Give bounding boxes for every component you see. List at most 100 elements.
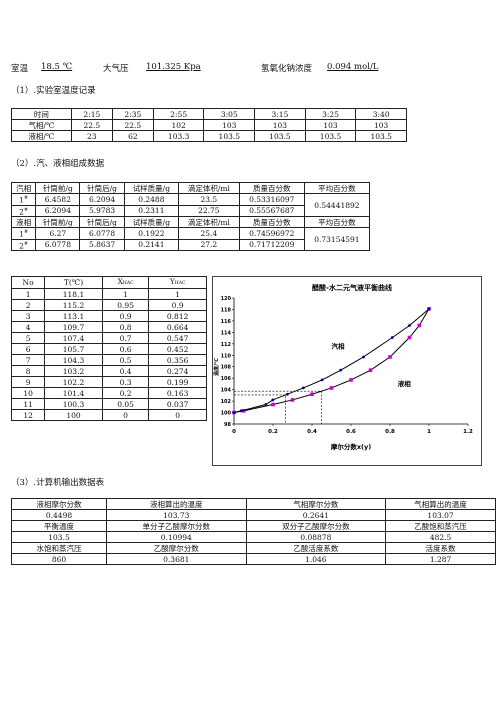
output-table-body: 液相摩尔分数 液相算出的温度 气相摩尔分数 气相算出的温度 0.4498 103.73 0.… — [10, 498, 496, 565]
table-row: 气相/℃ 22.5 22.5 102 103 103 103 103 — [11, 119, 407, 131]
sample-label: 1# — [10, 193, 37, 206]
table-cell: 水饱和蒸汽压 — [10, 542, 108, 554]
table-cell: 0.3 — [101, 376, 150, 388]
table-cell: 5 — [10, 332, 46, 344]
table-cell: 6.27 — [35, 227, 81, 240]
chart-title: 醋酸-水二元气液平衡曲线 — [312, 283, 392, 292]
table-cell: 6.0778 — [79, 227, 125, 240]
liquid-label: 液相 — [398, 379, 412, 388]
table-cell: 860 — [10, 553, 108, 565]
table-cell: 104.3 — [44, 354, 103, 366]
table-cell: 4 — [10, 321, 46, 333]
table-row: 860 0.3681 1.046 1.287 — [10, 553, 496, 565]
liquid-point — [239, 409, 243, 413]
header-cell: 针筒前/g — [35, 182, 81, 194]
table-cell: 8 — [10, 365, 46, 377]
table-cell: 12 — [10, 409, 46, 421]
table-cell: 0.5 — [101, 354, 150, 366]
table-cell: 6.2094 — [79, 193, 125, 206]
y-tick-label: 108 — [221, 365, 232, 371]
liquid-point — [427, 307, 431, 311]
composition-table-body: 汽相 针筒前/g 针筒后/g 试样质量/g 滴定体积/ml 质量百分数 平均百分数 1# 6.4… — [10, 182, 371, 251]
liquid-point — [362, 355, 365, 359]
table-cell: 103.5 — [304, 130, 357, 142]
room-temp-label: 室温 — [11, 64, 29, 74]
table-cell: 2 — [10, 299, 46, 311]
table-cell: 3:25 — [304, 108, 357, 120]
table-cell: 液相摩尔分数 — [10, 498, 108, 510]
table-cell: 0 — [101, 409, 150, 421]
x-tick-label: 0.4 — [307, 429, 317, 435]
vapor-point — [271, 402, 275, 407]
table-cell: 1 — [10, 288, 46, 300]
table-row: 2# 6.2094 5.9783 0.2311 22.75 0.55567687 — [10, 204, 370, 217]
x-tick-label: 0.2 — [268, 429, 278, 435]
header-y-symbol: Y — [169, 277, 175, 286]
table-row: 0.4498 103.73 0.2641 103.07 — [10, 509, 496, 521]
sample-label: 1# — [10, 227, 37, 240]
table-cell: 6 — [10, 343, 46, 355]
table-cell: 27.2 — [178, 238, 240, 251]
table-row: 8 103.2 0.4 0.274 — [10, 365, 207, 377]
table-cell: 107.4 — [44, 332, 103, 344]
vapor-label: 汽相 — [332, 341, 346, 350]
average-cell: 0.54441892 — [303, 193, 371, 217]
table-cell: 0.163 — [148, 387, 207, 399]
y-tick-label: 116 — [221, 319, 232, 325]
table-cell: 10 — [10, 387, 46, 399]
table-cell: 0.452 — [148, 343, 207, 355]
table-row: 1# 6.27 6.0778 0.1922 25.4 0.74596972 0.731545… — [10, 227, 371, 251]
table-header-row: 液相 针筒前/g 针筒后/g 试样质量/g 滴定体积/ml 质量百分数 平均百分数 — [10, 216, 371, 228]
table-cell: 103 — [254, 119, 306, 131]
table-cell: 时间 — [11, 108, 72, 120]
table-row: 5 107.4 0.7 0.547 — [10, 332, 207, 344]
table-cell: 6.4582 — [35, 193, 81, 206]
table-row: 水饱和蒸汽压 乙酸摩尔分数 乙酸活度系数 活度系数 — [10, 542, 496, 554]
vapor-point — [310, 392, 314, 397]
liquid-point — [264, 403, 268, 406]
table-cell: 0.9 — [101, 310, 150, 322]
header-cell: 针筒前/g — [35, 216, 81, 228]
table-cell: 乙酸饱和蒸汽压 — [385, 520, 496, 532]
table-cell: 液相算出的温度 — [106, 498, 247, 510]
table-cell: 103.5 — [355, 130, 407, 142]
table-cell: 3 — [10, 310, 46, 322]
vapor-point — [290, 398, 295, 402]
table-cell: 0.3681 — [106, 553, 247, 565]
vapor-point — [329, 386, 334, 390]
table-cell: 22.75 — [178, 204, 240, 217]
table-row: 2# 6.0778 5.8637 0.2141 27.2 0.71712209 — [10, 238, 370, 251]
table-cell: 101.4 — [44, 387, 103, 399]
table-cell: 0.812 — [148, 310, 207, 322]
sample-mark: # — [23, 195, 29, 201]
y-tick-label: 100 — [221, 411, 232, 417]
vapor-point — [349, 378, 353, 382]
table-cell: 乙酸摩尔分数 — [106, 542, 247, 554]
table-cell: 3:15 — [254, 108, 306, 120]
x-tick-label: 0.6 — [346, 429, 356, 435]
table-cell: 25.4 — [178, 227, 240, 240]
x-tick-label: 1.2 — [463, 429, 473, 435]
vle-chart: 醋酸-水二元气液平衡曲线 0 0.2 0.4 0.6 0.8 1 1.2 98 100 102 10… — [212, 276, 482, 466]
header-cell: 平均百分数 — [303, 216, 371, 228]
table-row: 时间 2:15 2:35 2:55 3:05 3:15 3:25 3:40 — [11, 108, 407, 120]
table-cell: 0.53316097 — [238, 193, 305, 206]
table-cell: 103.07 — [385, 509, 496, 521]
table-row: 6 105.7 0.6 0.452 — [10, 343, 207, 355]
table-cell: 105.7 — [44, 343, 103, 355]
table-cell: 100.3 — [44, 398, 103, 410]
liquid-point — [390, 336, 394, 339]
y-tick-label: 120 — [221, 296, 232, 302]
sample-mark: # — [23, 240, 29, 247]
guide-line — [234, 394, 286, 424]
temperature-table: 时间 2:15 2:35 2:55 3:05 3:15 3:25 3:40 气相/℃ 22.5 22… — [11, 108, 407, 142]
table-cell: 482.5 — [385, 531, 496, 543]
sample-mark: # — [23, 206, 29, 213]
header-cell: 平均百分数 — [303, 182, 371, 194]
table-cell: 1.287 — [385, 553, 496, 565]
header-no: No — [10, 276, 46, 289]
header-cell: 汽相 — [10, 182, 37, 194]
output-table: 液相摩尔分数 液相算出的温度 气相摩尔分数 气相算出的温度 0.4498 103.73 0.… — [10, 498, 496, 565]
table-cell: 1 — [101, 288, 150, 300]
header-cell: 针筒后/g — [79, 182, 125, 194]
